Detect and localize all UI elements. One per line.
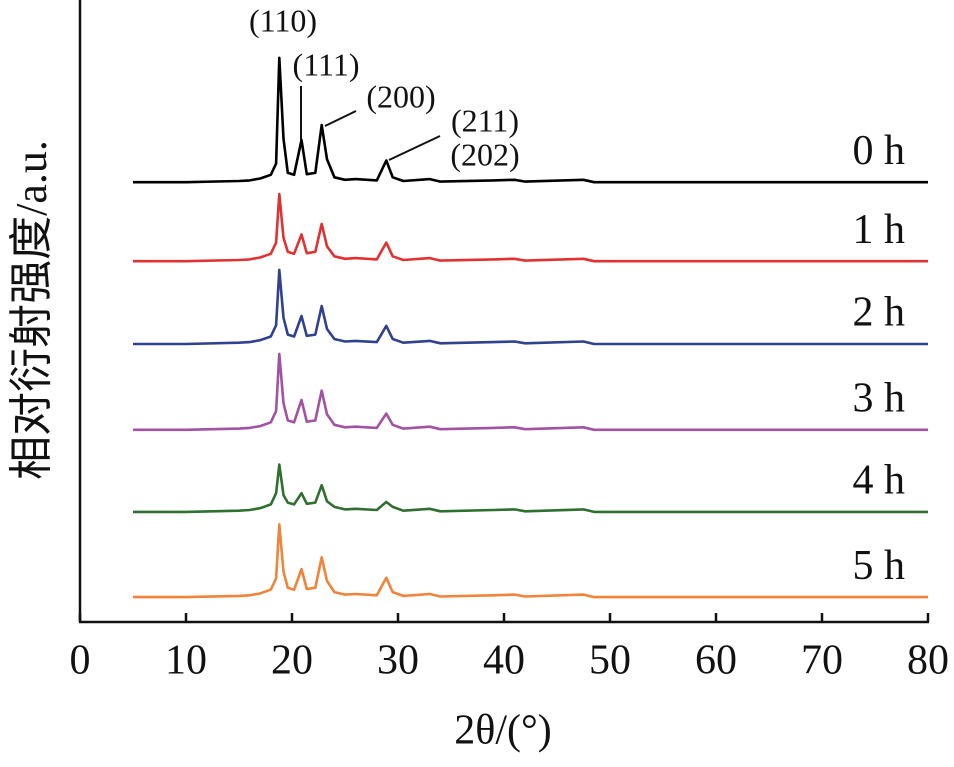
x-axis-label: 2θ/(°) [454, 708, 552, 754]
series-line [133, 352, 928, 432]
x-tick-label: 0 [70, 638, 91, 684]
peak-annotation: (111) [293, 46, 360, 82]
peak-annotation: (200) [366, 78, 435, 114]
series-line [133, 523, 928, 599]
series-label: 1 h [853, 207, 906, 253]
series-line [133, 268, 928, 346]
leader-line [388, 135, 441, 161]
x-tick-label: 20 [271, 638, 313, 684]
x-tick-label: 50 [589, 638, 631, 684]
peak-annotation: (202) [450, 136, 519, 172]
series-line [133, 56, 928, 184]
x-tick-label: 40 [483, 638, 525, 684]
leader-line [324, 110, 357, 127]
series-line [133, 463, 928, 514]
peak-annotation: (211) [451, 102, 519, 138]
series-label: 3 h [853, 375, 906, 421]
x-tick-label: 80 [907, 638, 949, 684]
x-tick-label: 60 [695, 638, 737, 684]
x-tick-label: 10 [165, 638, 207, 684]
x-tick-label: 30 [377, 638, 419, 684]
series-label: 2 h [853, 290, 906, 336]
peak-annotation: (110) [249, 2, 317, 38]
series-line [133, 192, 928, 263]
series-label: 0 h [853, 128, 906, 174]
y-axis-label: 相对衍射强度/a.u. [7, 140, 56, 480]
series-label: 4 h [853, 458, 906, 504]
series-label: 5 h [853, 543, 906, 589]
x-tick-label: 70 [801, 638, 843, 684]
